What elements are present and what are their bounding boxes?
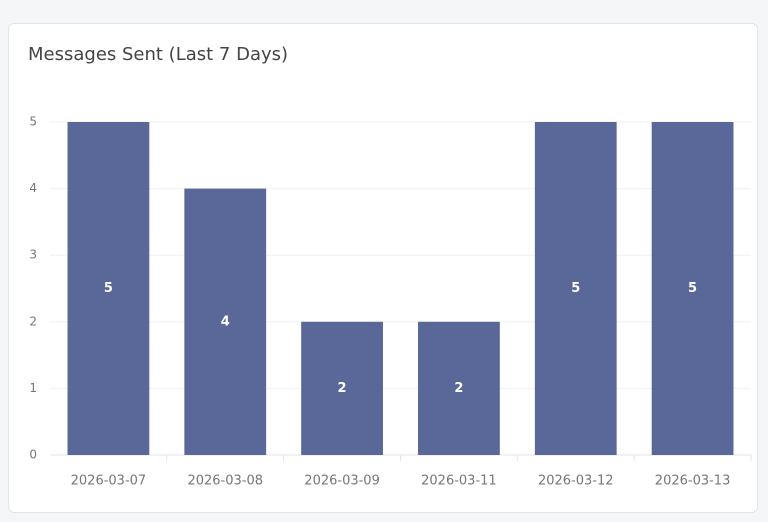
y-tick-label: 5: [29, 115, 37, 129]
x-tick-label: 2026-03-08: [187, 474, 263, 489]
x-tick-label: 2026-03-09: [304, 474, 380, 489]
x-tick-label: 2026-03-12: [538, 474, 614, 489]
bar: [184, 188, 267, 455]
y-tick-label: 1: [29, 381, 37, 395]
bar: [301, 321, 383, 455]
bar: [651, 122, 734, 455]
y-tick-label: 0: [29, 448, 37, 462]
y-tick-label: 3: [29, 248, 37, 262]
x-tick-label: 2026-03-13: [655, 474, 731, 489]
value-label: 5: [688, 281, 697, 296]
x-tick-label: 2026-03-07: [71, 474, 147, 489]
value-label: 4: [221, 314, 230, 329]
value-label: 2: [454, 381, 463, 396]
bar: [418, 321, 500, 455]
chart-title: Messages Sent (Last 7 Days): [28, 44, 288, 65]
value-label: 2: [338, 381, 347, 396]
y-tick-label: 4: [29, 181, 37, 195]
value-label: 5: [571, 281, 580, 296]
y-tick-label: 2: [29, 314, 37, 328]
bar: [67, 122, 150, 455]
value-label: 5: [104, 281, 113, 296]
x-tick-label: 2026-03-11: [421, 474, 497, 489]
bar: [534, 122, 617, 455]
